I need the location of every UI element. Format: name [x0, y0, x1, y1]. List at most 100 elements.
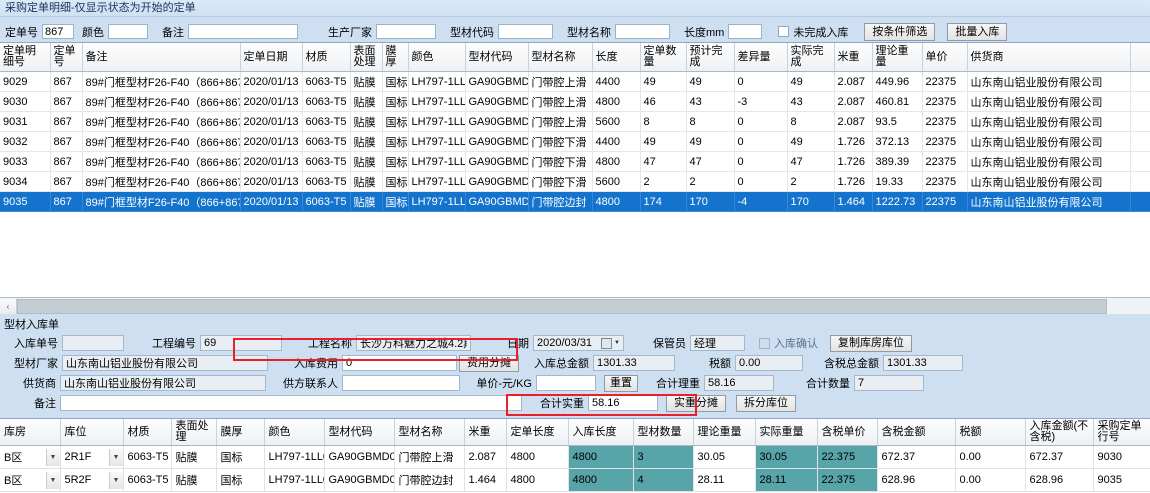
chevron-down-icon[interactable]: ▼ [45, 448, 59, 466]
unit-price-input[interactable] [536, 375, 596, 391]
in-no-input[interactable] [62, 335, 124, 351]
cell-[interactable] [1130, 111, 1150, 132]
cell-[interactable] [1130, 91, 1150, 112]
cell-型材名称[interactable]: 门带腔下滑 [528, 131, 593, 152]
cell-型材代码[interactable]: GA90GBMD03 [465, 91, 529, 112]
cell-材质[interactable]: 6063-T5 [302, 91, 351, 112]
chevron-down-icon[interactable]: ▼ [108, 448, 122, 466]
cell-备注[interactable]: 89#门框型材F26-F40（866+867） [82, 111, 241, 132]
cell-长度[interactable]: 4800 [592, 191, 641, 212]
cell-型材名称[interactable]: 门带腔下滑 [528, 151, 593, 172]
cell-颜色[interactable]: LH797-1LL0 [408, 191, 466, 212]
column-header-5[interactable]: 表面处理 [350, 43, 383, 72]
cell-tax_amount[interactable]: 672.37 [877, 445, 956, 469]
cell-颜色[interactable]: LH797-1LL0 [408, 151, 466, 172]
cell-表面处理[interactable]: 贴膜 [350, 151, 383, 172]
scrollbar-thumb[interactable] [17, 298, 1107, 314]
confirm-checkbox[interactable]: 入库确认 [758, 335, 822, 351]
cell-差异量[interactable]: 0 [734, 71, 788, 92]
cell-长度[interactable]: 4800 [592, 151, 641, 172]
cell-in_length[interactable]: 4800 [568, 468, 634, 492]
cell-型材名称[interactable]: 门带腔上滑 [528, 91, 593, 112]
column-header-12[interactable]: 理论重量 [693, 419, 756, 446]
cell-理论重量[interactable]: 449.96 [872, 71, 923, 92]
cell-表面处理[interactable]: 贴膜 [350, 91, 383, 112]
cell-单价[interactable]: 22375 [922, 131, 968, 152]
cell-实际完成[interactable]: 43 [787, 91, 835, 112]
cell-供货商[interactable]: 山东南山铝业股份有限公司 [967, 171, 1131, 192]
column-header-10[interactable]: 长度 [592, 43, 641, 72]
cell-film[interactable]: 国标 [216, 468, 265, 492]
cell-型材代码[interactable]: GA90GBMD04 [465, 171, 529, 192]
cell-定单日期[interactable]: 2020/01/13 [240, 191, 303, 212]
cell-定单号[interactable]: 867 [50, 111, 83, 132]
inbound-detail-grid[interactable]: 库房 库位 材质 表面处理 膜厚 颜色 型材代码 型材名称 米重 定单长度 入库长度 型材数量 理论重量… [0, 418, 1150, 493]
total-amount-input[interactable] [593, 355, 675, 371]
table-row[interactable]: B区▼2R1F▼6063-T5贴膜国标LH797-1LL0GA90GBMD03门… [0, 445, 1150, 469]
cell-surface[interactable]: 贴膜 [171, 468, 217, 492]
cell-表面处理[interactable]: 贴膜 [350, 191, 383, 212]
cell-膜厚[interactable]: 国标 [382, 171, 409, 192]
cell-差异量[interactable]: 0 [734, 111, 788, 132]
column-header-16[interactable]: 税额 [955, 419, 1026, 446]
cell-米重[interactable]: 1.464 [834, 191, 873, 212]
cell-定单明细号[interactable]: 9033 [0, 151, 51, 172]
cell-型材名称[interactable]: 门带腔下滑 [528, 171, 593, 192]
cell-型材代码[interactable]: GA90GBMD03 [465, 111, 529, 132]
cell-预计完成[interactable]: 49 [686, 71, 735, 92]
cell-型材名称[interactable]: 门带腔边封 [528, 191, 593, 212]
column-header-7[interactable]: 型材名称 [394, 419, 465, 446]
cell-tax_price[interactable]: 22.375 [817, 445, 878, 469]
cell-供货商[interactable]: 山东南山铝业股份有限公司 [967, 91, 1131, 112]
remark-input[interactable] [188, 24, 298, 39]
cell-长度[interactable]: 4400 [592, 71, 641, 92]
cell-[interactable] [1130, 151, 1150, 172]
cell-单价[interactable]: 22375 [922, 71, 968, 92]
location-combo[interactable]: 5R2F ▼ [65, 471, 122, 489]
cell-颜色[interactable]: LH797-1LL0 [408, 131, 466, 152]
cell-order_length[interactable]: 4800 [506, 445, 569, 469]
supplier-input[interactable] [60, 375, 266, 391]
column-header-11[interactable]: 定单数量 [640, 43, 687, 72]
cell-型材代码[interactable]: GA90GBMD04 [465, 131, 529, 152]
cell-tax_price[interactable]: 22.375 [817, 468, 878, 492]
chevron-down-icon[interactable]: ▼ [45, 471, 59, 489]
cell-定单日期[interactable]: 2020/01/13 [240, 171, 303, 192]
length-input[interactable] [728, 24, 763, 39]
column-header-12[interactable]: 预计完成 [686, 43, 735, 72]
cell-长度[interactable]: 4400 [592, 131, 641, 152]
column-header-3[interactable]: 定单日期 [240, 43, 303, 72]
cell-供货商[interactable]: 山东南山铝业股份有限公司 [967, 71, 1131, 92]
cell-实际完成[interactable]: 47 [787, 151, 835, 172]
table-row[interactable]: 9035 867 89#门框型材F26-F40（866+867） 2020/01/13… [0, 191, 1150, 212]
column-header-13[interactable]: 实际重量 [755, 419, 818, 446]
cell-供货商[interactable]: 山东南山铝业股份有限公司 [967, 151, 1131, 172]
cell-film[interactable]: 国标 [216, 445, 265, 469]
cell-amount_no_tax[interactable]: 628.96 [1025, 468, 1094, 492]
tax-total-input[interactable] [883, 355, 963, 371]
cell-型材代码[interactable]: GA90GBMD03 [465, 71, 529, 92]
column-header-8[interactable]: 型材代码 [465, 43, 529, 72]
incomplete-checkbox[interactable]: 未完成入库 [778, 24, 852, 40]
cell-颜色[interactable]: LH797-1LL0 [408, 91, 466, 112]
cell-实际完成[interactable]: 49 [787, 131, 835, 152]
calendar-icon[interactable]: ▼ [601, 337, 620, 349]
cell-理论重量[interactable]: 372.13 [872, 131, 923, 152]
split-location-button[interactable]: 拆分库位 [736, 394, 796, 412]
cell-米重[interactable]: 2.087 [834, 71, 873, 92]
color-input[interactable] [108, 24, 148, 39]
cell-长度[interactable]: 5600 [592, 171, 641, 192]
cell-定单明细号[interactable]: 9029 [0, 71, 51, 92]
location-combo[interactable]: 2R1F ▼ [65, 448, 122, 466]
cell-实际完成[interactable]: 170 [787, 191, 835, 212]
cell-定单数量[interactable]: 49 [640, 131, 687, 152]
warehouse-combo[interactable]: B区 ▼ [4, 448, 59, 466]
column-header-16[interactable]: 理论重量 [872, 43, 923, 72]
cell-surface[interactable]: 贴膜 [171, 445, 217, 469]
cell-颜色[interactable]: LH797-1LL0 [408, 71, 466, 92]
cell-米重[interactable]: 2.087 [834, 91, 873, 112]
cell-material[interactable]: 6063-T5 [123, 468, 172, 492]
cell-理论重量[interactable]: 460.81 [872, 91, 923, 112]
cell-备注[interactable]: 89#门框型材F26-F40（866+867） [82, 151, 241, 172]
column-header-9[interactable]: 型材名称 [528, 43, 593, 72]
